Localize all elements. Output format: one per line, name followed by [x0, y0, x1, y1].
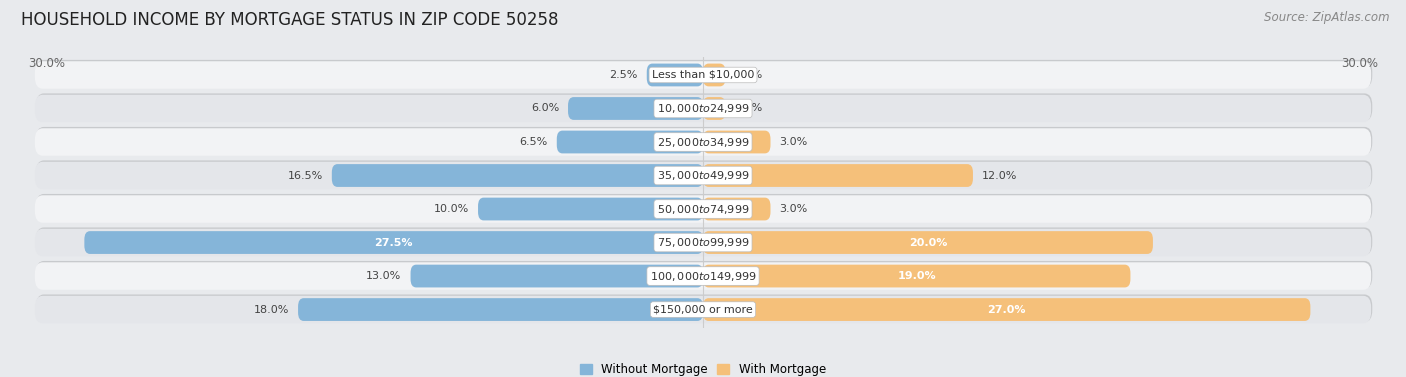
FancyBboxPatch shape: [35, 128, 1371, 156]
FancyBboxPatch shape: [703, 164, 973, 187]
Text: 30.0%: 30.0%: [1341, 57, 1378, 69]
FancyBboxPatch shape: [411, 265, 703, 287]
FancyBboxPatch shape: [37, 93, 1372, 121]
FancyBboxPatch shape: [703, 265, 1130, 287]
FancyBboxPatch shape: [37, 127, 1372, 155]
FancyBboxPatch shape: [703, 298, 1310, 321]
Text: 16.5%: 16.5%: [288, 170, 323, 181]
FancyBboxPatch shape: [35, 262, 1371, 290]
Text: 19.0%: 19.0%: [897, 271, 936, 281]
FancyBboxPatch shape: [557, 130, 703, 153]
Text: 30.0%: 30.0%: [28, 57, 65, 69]
FancyBboxPatch shape: [703, 64, 725, 86]
Text: 6.0%: 6.0%: [531, 104, 560, 113]
Text: 12.0%: 12.0%: [981, 170, 1018, 181]
Text: 27.0%: 27.0%: [987, 305, 1026, 314]
Text: 18.0%: 18.0%: [253, 305, 290, 314]
FancyBboxPatch shape: [298, 298, 703, 321]
Text: $75,000 to $99,999: $75,000 to $99,999: [657, 236, 749, 249]
Text: 3.0%: 3.0%: [779, 204, 807, 214]
Text: $50,000 to $74,999: $50,000 to $74,999: [657, 202, 749, 216]
Text: 27.5%: 27.5%: [374, 238, 413, 248]
FancyBboxPatch shape: [35, 195, 1371, 223]
Text: 1.0%: 1.0%: [734, 70, 762, 80]
FancyBboxPatch shape: [37, 294, 1372, 322]
Text: 20.0%: 20.0%: [908, 238, 948, 248]
Text: 3.0%: 3.0%: [779, 137, 807, 147]
Text: 13.0%: 13.0%: [367, 271, 402, 281]
FancyBboxPatch shape: [35, 296, 1371, 323]
Text: $25,000 to $34,999: $25,000 to $34,999: [657, 135, 749, 149]
FancyBboxPatch shape: [35, 95, 1371, 122]
FancyBboxPatch shape: [478, 198, 703, 221]
FancyBboxPatch shape: [37, 227, 1372, 255]
FancyBboxPatch shape: [37, 161, 1372, 188]
Text: $150,000 or more: $150,000 or more: [654, 305, 752, 314]
Text: 2.5%: 2.5%: [609, 70, 638, 80]
Legend: Without Mortgage, With Mortgage: Without Mortgage, With Mortgage: [581, 363, 825, 376]
Text: Less than $10,000: Less than $10,000: [652, 70, 754, 80]
Text: 6.5%: 6.5%: [520, 137, 548, 147]
Text: $35,000 to $49,999: $35,000 to $49,999: [657, 169, 749, 182]
FancyBboxPatch shape: [84, 231, 703, 254]
Text: $100,000 to $149,999: $100,000 to $149,999: [650, 270, 756, 282]
Text: $10,000 to $24,999: $10,000 to $24,999: [657, 102, 749, 115]
FancyBboxPatch shape: [35, 162, 1371, 189]
FancyBboxPatch shape: [703, 97, 725, 120]
Text: 1.0%: 1.0%: [734, 104, 762, 113]
Text: 10.0%: 10.0%: [434, 204, 470, 214]
FancyBboxPatch shape: [703, 231, 1153, 254]
FancyBboxPatch shape: [332, 164, 703, 187]
FancyBboxPatch shape: [37, 194, 1372, 221]
FancyBboxPatch shape: [37, 261, 1372, 288]
FancyBboxPatch shape: [35, 61, 1371, 89]
FancyBboxPatch shape: [37, 60, 1372, 87]
FancyBboxPatch shape: [703, 198, 770, 221]
FancyBboxPatch shape: [703, 130, 770, 153]
FancyBboxPatch shape: [35, 229, 1371, 256]
Text: HOUSEHOLD INCOME BY MORTGAGE STATUS IN ZIP CODE 50258: HOUSEHOLD INCOME BY MORTGAGE STATUS IN Z…: [21, 11, 558, 29]
FancyBboxPatch shape: [647, 64, 703, 86]
FancyBboxPatch shape: [568, 97, 703, 120]
Text: Source: ZipAtlas.com: Source: ZipAtlas.com: [1264, 11, 1389, 24]
